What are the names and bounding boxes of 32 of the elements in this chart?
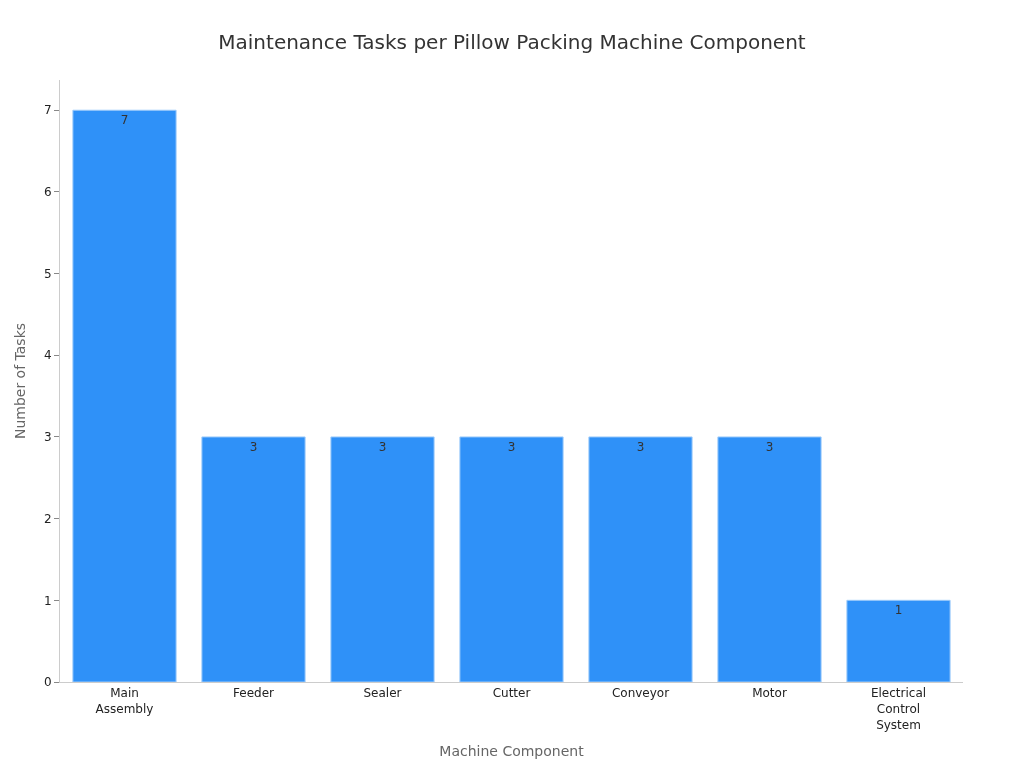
x-tick-label: Main Assembly — [95, 686, 154, 716]
x-axis-title: Machine Component — [439, 742, 585, 759]
x-tick-label: Sealer — [363, 686, 402, 701]
x-tick-label: Feeder — [233, 686, 275, 701]
y-tick-label: 0 — [43, 675, 52, 690]
data-label: 3 — [378, 439, 387, 454]
bar — [72, 109, 177, 682]
data-label: 1 — [894, 603, 903, 618]
data-label: 3 — [249, 439, 258, 454]
bar — [717, 436, 822, 682]
y-tick-label: 4 — [43, 348, 52, 363]
y-tick-label: 1 — [43, 593, 52, 608]
bar — [330, 436, 435, 682]
y-tick-label: 7 — [43, 103, 52, 118]
chart-title: Maintenance Tasks per Pillow Packing Machine Component — [218, 29, 806, 54]
x-tick-label: Electrical Control System — [870, 686, 927, 732]
data-label: 7 — [120, 113, 129, 128]
y-tick-label: 2 — [43, 511, 52, 526]
x-tick-label: Motor — [752, 686, 787, 701]
bar — [201, 436, 306, 682]
data-label: 3 — [765, 439, 774, 454]
y-tick-label: 6 — [43, 185, 52, 200]
y-tick-label: 5 — [43, 266, 52, 281]
bar — [588, 436, 693, 682]
y-axis-title: Number of Tasks — [11, 322, 28, 440]
data-label: 3 — [507, 439, 516, 454]
x-tick-label: Cutter — [492, 686, 531, 701]
data-label: 3 — [636, 439, 645, 454]
bar — [459, 436, 564, 682]
x-tick-label: Conveyor — [611, 686, 670, 701]
bar — [846, 599, 951, 682]
y-tick-label: 3 — [43, 430, 52, 445]
